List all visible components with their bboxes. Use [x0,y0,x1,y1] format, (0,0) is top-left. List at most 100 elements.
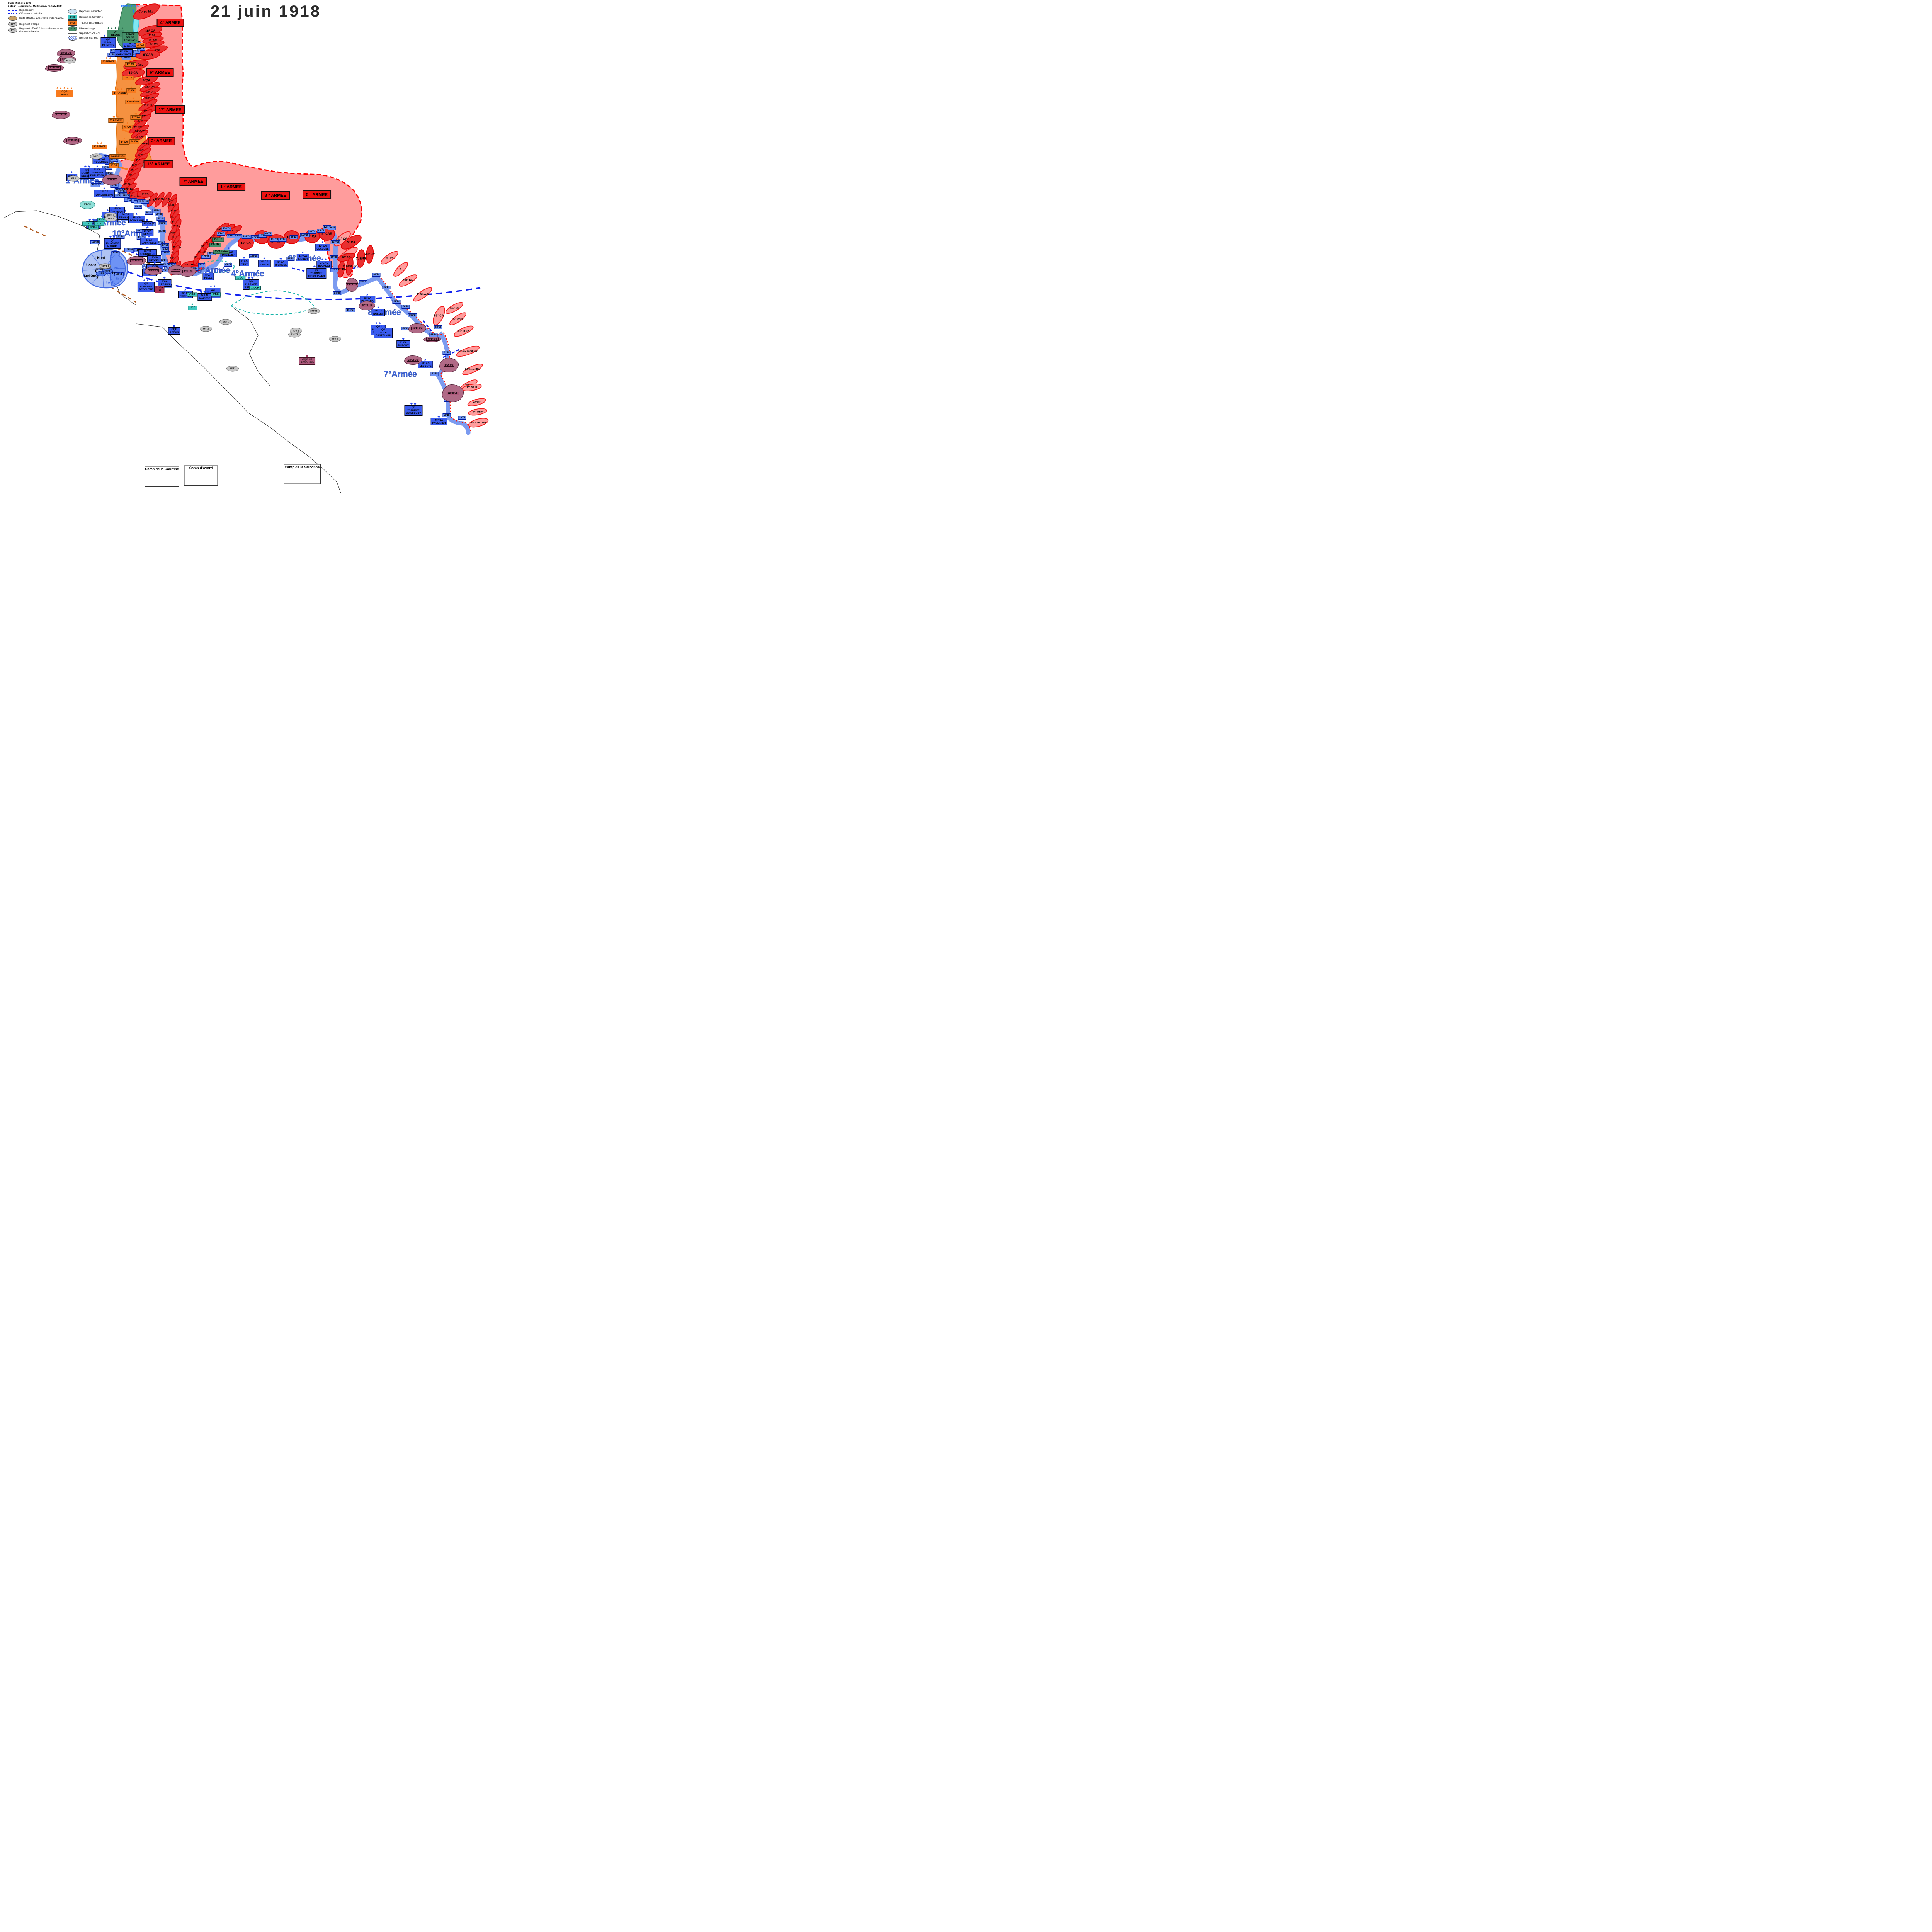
french-hq-box: 17° CA CLAUDEL [315,244,330,251]
french-division-box: 31°DI [392,300,401,304]
british-hq-stars: ★ [133,136,136,140]
etape-regiment-ellipse: 96°T2 [200,326,212,332]
french-hq-stars: ★ [146,226,150,230]
movement-line [214,267,228,272]
legend-item-label: Offensive ou retraite [19,12,42,15]
french-hq: ★ 30°CA PENET [142,226,153,236]
british-hq-stars: ★ [134,112,138,116]
french-division-box: 64°DI [372,273,381,277]
french-cavalry-unit: 1°DCP [249,286,261,290]
french-hq-box: 3°CA LEBRUN [158,279,172,287]
us-corps-hq: ★ 1° CA US [155,282,165,293]
german-unit-label: 19°CA [129,71,138,75]
british-hq-stars: ★ [112,160,116,164]
paris-territorial-ellipse: 107°T 1 [100,264,111,269]
german-unit-label: 22°DR [473,401,481,404]
french-hq-box: 21° CA NAULIN [258,260,271,267]
german-army-label: 5 ° ARMEE [303,190,331,199]
legend-item: 1° DI Division belge [68,26,124,31]
french-division-box: 165°DI [120,194,130,198]
belgian-hq-box: ARMEE BELGE 9 divisions [122,32,138,43]
map-annotation-label: Inondation [121,4,139,8]
german-front-line-tail [379,276,471,432]
french-hq-box: QG 10° ARMEE MANGIN [104,238,121,249]
british-hq-stars: ★ [126,121,129,125]
french-division-box: 63°DI [286,257,295,261]
british-hq-stars: ★★★★★ [56,86,73,90]
british-hq: ★ 1° CA [126,85,136,93]
french-division-box: 69°DI [134,205,142,209]
legend-swatch-hatched-ellipse [68,36,78,41]
british-hq-box: 3° ARMEE [108,118,124,123]
etape-regiment-ellipse: 19°T3 [226,366,239,372]
british-hq-box: 6° CA [129,139,139,144]
german-unit-label: 30° DR B [452,317,463,320]
german-unit-label: 30° DR B [466,386,477,389]
german-unit-label: 11° DR [147,34,156,37]
german-unit-label: 5° et 75° DR [131,195,145,198]
french-cavalry-unit: 2°DCP [80,201,95,209]
french-hq-stars: ★ [135,212,139,216]
french-hq-stars: ★ [206,269,210,273]
french-division-box: 162°DI [158,221,168,225]
french-cavalry-unit: 1°DC [235,276,245,280]
french-cavalry-corps-hq-stars: ★ [100,214,104,218]
us-division-blob: 42°DI US [408,323,426,333]
british-hq: ★ 5° CA [119,137,129,145]
french-hq-stars: ★ [95,164,99,168]
british-hq-box: 1° CA [126,88,136,93]
blue-dash-arrow-icon [8,10,17,11]
french-hq-box: 9° CA GARNIER DUPLESSIX [88,168,106,178]
british-hq: ★ 4° CA [122,121,133,129]
french-division-box: 163°DI [233,234,243,238]
us-division-blob: 77°DI US [423,337,441,342]
german-unit-label: 5° DRB [143,104,153,107]
french-division-box: 19°DI [156,217,165,221]
french-hq-stars: ★★ [379,324,387,328]
french-division-box: 120°DI [201,255,211,259]
french-hq-stars: ★ [115,203,119,207]
paris-section-label: Sud Ouest [83,274,100,278]
french-hq-stars: ★ [153,261,157,265]
department-boundary [136,323,341,493]
french-division-box: 29°DI [328,226,336,230]
french-hq-box: G.A.N. MAISTRE [197,293,212,301]
french-division-box: 166°BI [114,272,124,276]
french-hq-stars: ★ [152,252,156,256]
german-unit-label: 220° Div [145,85,155,88]
french-hq-box: 40° CA PAULINIER [430,418,447,425]
legend-credit-line1: Carte Michelin 1996 [8,2,31,5]
za-zi-separation-icon [68,33,77,34]
british-hq-box: Canadiens [125,100,141,104]
legend-item-label: Déplacement [19,9,34,12]
teal-dashed-zone [230,290,316,315]
french-cavalry-unit: 4°DC [187,292,197,297]
french-hq-stars: ★★ [320,257,328,261]
french-hq: ★ 4° CA PONT [239,256,250,266]
french-division-box: 87°DI [161,243,169,247]
german-unit-label: 86° Div [213,234,222,237]
legend-item-label: Unité affectée à des travaux de défense [19,17,64,20]
french-hq: ★★ QG 7° ARMEE BOISSOUDY [404,402,423,416]
french-hq-box: 8° CA D'OISSEL [273,260,289,267]
legend-item-label: Séparation ZA - ZI [79,32,100,35]
french-division-box: 35°DI [289,235,298,239]
british-hq-box: 2° ARMEE [101,60,116,64]
german-unit-label: 301° Div [449,306,459,310]
german-unit-label: 58° Div [149,38,157,41]
french-hq-box: 1°CA LACAPELLE [140,238,158,245]
french-hq-stars: ★ [102,186,106,190]
french-hq: ★ 9° CA GARNIER DUPLESSIX [88,164,106,178]
german-unit-label: 241° Div [162,198,172,201]
belgian-hq: ARMEE BELGE 9 divisions [122,32,138,43]
german-unit-label: 202° Div [403,279,413,282]
french-hq-box: GQG PETAIN [168,327,180,335]
british-hq: ★★ 3° ARMEE [108,115,124,123]
french-hq-box: 30°CA PENET [142,229,153,236]
british-hq-stars: ★ [129,85,133,89]
legend-item: Séparation ZA - ZI [68,32,124,35]
french-hq-stars: ★★ [142,278,150,282]
british-hq-box: 4° CA [122,125,133,129]
british-hq: ★★ 4° ARMEE [92,141,107,149]
french-division-box: 2°DIC [216,232,226,236]
